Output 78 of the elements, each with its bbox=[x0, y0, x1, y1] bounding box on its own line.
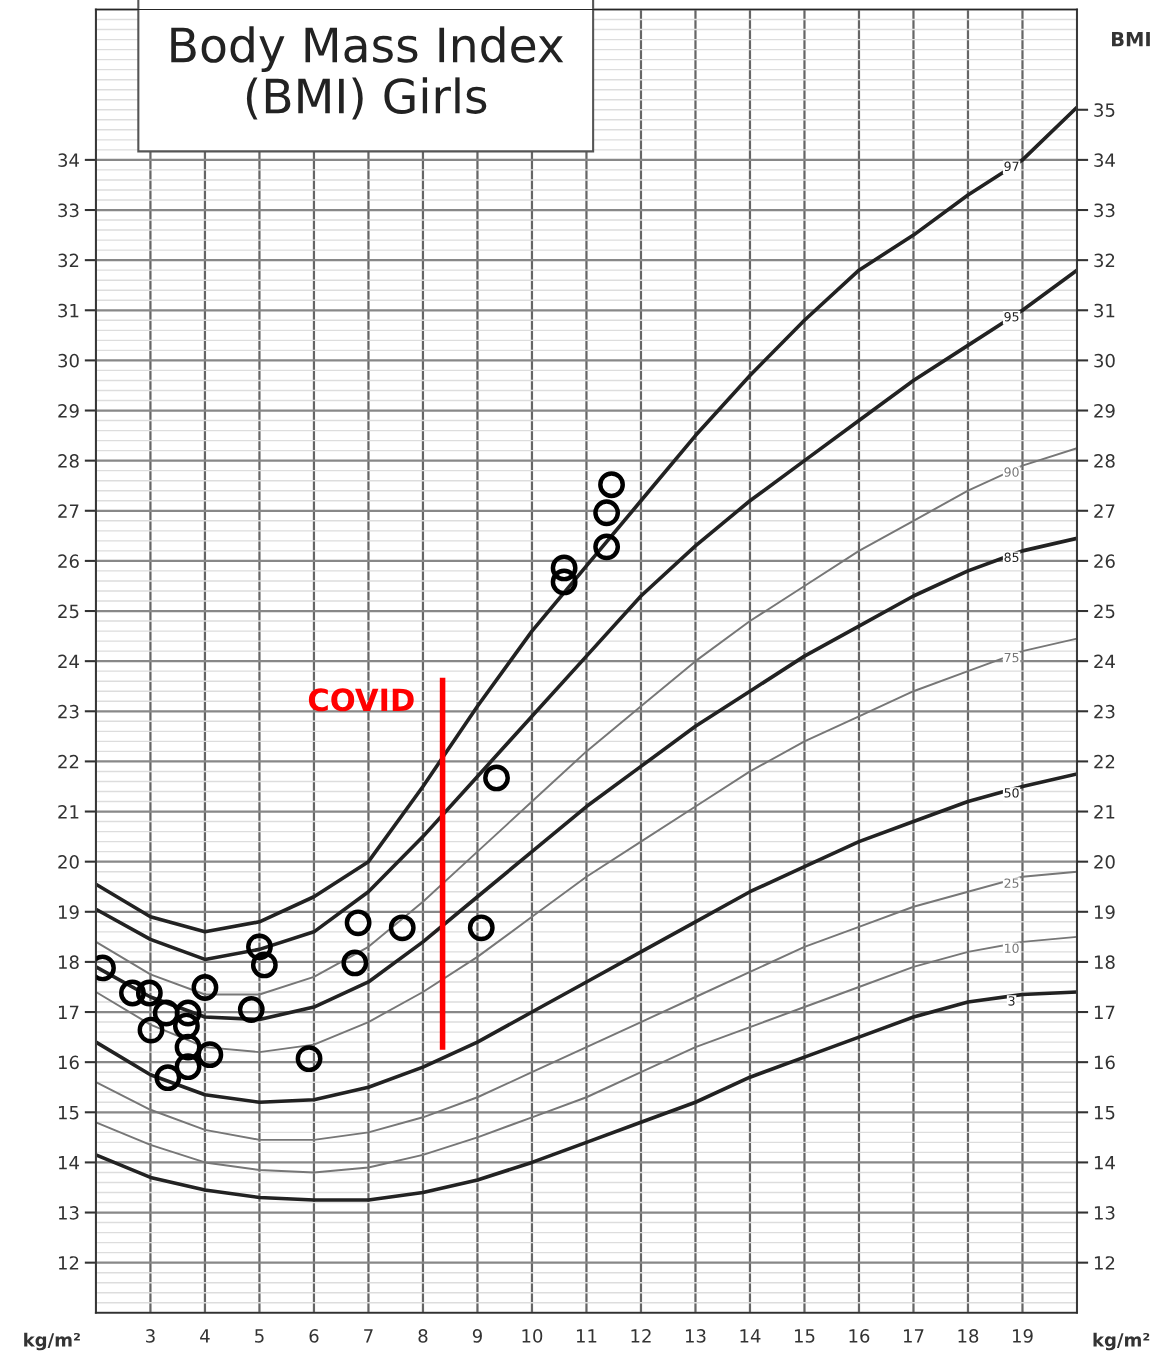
x-tick-label: 5 bbox=[255, 1329, 264, 1343]
y2-tick-label: 26 bbox=[1094, 554, 1115, 569]
y-tick-label: 13 bbox=[58, 1206, 79, 1220]
y2-tick-label: 16 bbox=[1094, 1055, 1115, 1070]
y-tick-label: 20 bbox=[58, 855, 79, 869]
y-tick-label: 16 bbox=[58, 1055, 79, 1070]
text: BMI bbox=[1112, 31, 1150, 47]
y-tick-label: 12 bbox=[58, 1256, 79, 1270]
x-tick-label: 14 bbox=[740, 1329, 761, 1343]
y2-tick-label: 25 bbox=[1094, 604, 1115, 619]
x-tick-label: 3 bbox=[146, 1329, 155, 1343]
y2-tick-label: 27 bbox=[1094, 504, 1115, 518]
series-label: 90 bbox=[1004, 467, 1019, 477]
x-tick-label: 4 bbox=[200, 1329, 210, 1343]
x-tick-label: 11 bbox=[576, 1329, 597, 1343]
y2-tick-label: 28 bbox=[1094, 454, 1115, 468]
x-tick-label: 15 bbox=[794, 1329, 815, 1343]
x-tick-label: 10 bbox=[522, 1329, 543, 1343]
y2-tick-label: 31 bbox=[1094, 303, 1115, 318]
y-tick-label: 31 bbox=[58, 303, 79, 318]
series-label: 3 bbox=[1008, 996, 1015, 1006]
y-axis-title: kg/m² bbox=[24, 1332, 80, 1351]
y2-tick-label: 15 bbox=[1094, 1105, 1115, 1120]
series-label: 25 bbox=[1004, 878, 1019, 888]
series-label: 75 bbox=[1004, 652, 1019, 663]
y-tick-label: 32 bbox=[58, 253, 79, 268]
x-tick-label: 13 bbox=[685, 1329, 706, 1343]
x-tick-label: 16 bbox=[849, 1329, 870, 1343]
series-label: 95 bbox=[1004, 311, 1019, 322]
y-tick-label: 24 bbox=[58, 654, 79, 669]
y-tick-label: 15 bbox=[58, 1105, 79, 1120]
y2-axis-title: kg/m² bbox=[1093, 1332, 1150, 1351]
y-tick-label: 23 bbox=[58, 704, 79, 719]
y2-tick-label: 30 bbox=[1094, 353, 1115, 368]
y2-tick-label: 35 bbox=[1094, 103, 1115, 117]
y-tick-label: 28 bbox=[58, 454, 79, 468]
y-tick-label: 33 bbox=[58, 203, 79, 218]
x-tick-label: 7 bbox=[364, 1329, 373, 1343]
y-tick-label: 29 bbox=[58, 403, 79, 418]
y-tick-label: 34 bbox=[58, 153, 79, 168]
y2-tick-label: 32 bbox=[1094, 253, 1115, 268]
y-tick-label: 27 bbox=[58, 504, 79, 518]
series-label: 10 bbox=[1005, 943, 1019, 954]
y2-tick-label: 20 bbox=[1094, 855, 1115, 869]
y-tick-label: 26 bbox=[58, 554, 79, 569]
y2-tick-label: 24 bbox=[1094, 654, 1115, 669]
y2-tick-label: 22 bbox=[1094, 754, 1115, 769]
y2-tick-label: 29 bbox=[1094, 403, 1115, 418]
y2-tick-label: 18 bbox=[1094, 955, 1115, 970]
y-tick-label: 25 bbox=[58, 604, 79, 619]
x-tick-label: 17 bbox=[903, 1329, 924, 1343]
y2-tick-label: 21 bbox=[1094, 804, 1115, 819]
y-tick-label: 18 bbox=[58, 955, 79, 970]
x-tick-label: 9 bbox=[472, 1329, 482, 1343]
y2-tick-label: 12 bbox=[1094, 1256, 1115, 1270]
x-tick-label: 18 bbox=[958, 1329, 979, 1343]
text: Body Mass Index (BMI) Girls bbox=[171, 26, 564, 120]
y-tick-label: 14 bbox=[58, 1156, 79, 1170]
x-tick-label: 6 bbox=[309, 1329, 319, 1343]
y2-tick-label: 23 bbox=[1094, 704, 1115, 719]
series-label: COVID bbox=[308, 688, 414, 712]
y-tick-label: 17 bbox=[58, 1005, 79, 1019]
y-tick-label: 22 bbox=[58, 754, 79, 769]
x-tick-label: 12 bbox=[631, 1329, 651, 1343]
y2-tick-label: 14 bbox=[1094, 1156, 1115, 1170]
x-tick-label: 19 bbox=[1012, 1329, 1033, 1343]
y2-tick-label: 33 bbox=[1094, 203, 1115, 218]
series-label: 50 bbox=[1004, 788, 1019, 798]
y2-tick-label: 19 bbox=[1094, 905, 1115, 919]
y2-tick-label: 17 bbox=[1094, 1005, 1115, 1019]
x-tick-label: 8 bbox=[418, 1329, 428, 1343]
y2-tick-label: 13 bbox=[1094, 1206, 1115, 1220]
y-tick-label: 21 bbox=[58, 804, 79, 819]
y-tick-label: 19 bbox=[58, 905, 79, 919]
series-label: 85 bbox=[1004, 552, 1019, 563]
y2-tick-label: 34 bbox=[1094, 153, 1115, 168]
y-tick-label: 30 bbox=[58, 353, 79, 368]
series-label: 97 bbox=[1004, 161, 1019, 172]
